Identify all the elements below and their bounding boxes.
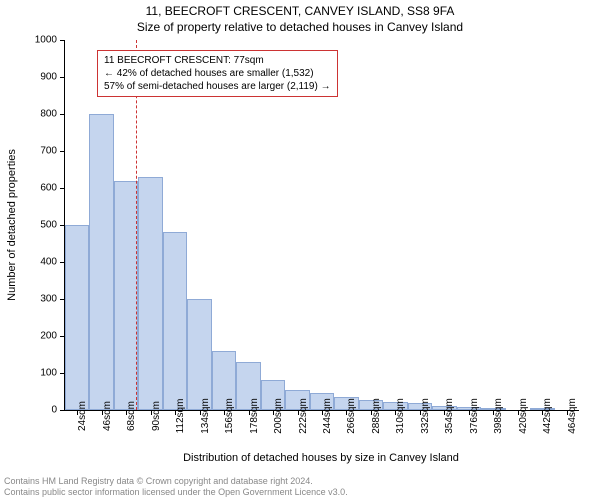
y-tick-label: 500 <box>40 220 57 231</box>
histogram-bar <box>65 225 89 410</box>
histogram-bar <box>114 181 138 410</box>
footer-line-1: Contains HM Land Registry data © Crown c… <box>4 476 348 487</box>
footer-line-2: Contains public sector information licen… <box>4 487 348 498</box>
y-tick-label: 300 <box>40 294 57 305</box>
y-tick <box>60 188 65 189</box>
y-tick-label: 700 <box>40 146 57 157</box>
x-tick-label: 310sqm <box>395 398 406 434</box>
x-tick-label: 266sqm <box>346 398 357 434</box>
histogram-plot: 0100200300400500600700800900100024sqm46s… <box>64 40 579 411</box>
page-title: 11, BEECROFT CRESCENT, CANVEY ISLAND, SS… <box>0 4 600 18</box>
y-tick-label: 100 <box>40 368 57 379</box>
page: 11, BEECROFT CRESCENT, CANVEY ISLAND, SS… <box>0 0 600 500</box>
footer: Contains HM Land Registry data © Crown c… <box>4 476 348 498</box>
x-tick-label: 376sqm <box>469 398 480 434</box>
x-tick-label: 244sqm <box>322 398 333 434</box>
x-tick-label: 90sqm <box>151 401 162 431</box>
histogram-bar <box>187 299 211 410</box>
y-tick <box>60 336 65 337</box>
y-tick <box>60 40 65 41</box>
histogram-bar <box>138 177 162 410</box>
x-tick-label: 442sqm <box>542 398 553 434</box>
y-tick <box>60 114 65 115</box>
page-subtitle: Size of property relative to detached ho… <box>0 20 600 34</box>
x-tick-label: 288sqm <box>371 398 382 434</box>
y-tick <box>60 262 65 263</box>
y-tick-label: 800 <box>40 109 57 120</box>
annotation-box: 11 BEECROFT CRESCENT: 77sqm ← 42% of det… <box>97 50 338 97</box>
x-tick-label: 46sqm <box>102 401 113 431</box>
y-tick <box>60 151 65 152</box>
x-tick-label: 156sqm <box>224 398 235 434</box>
y-tick-label: 200 <box>40 331 57 342</box>
y-tick <box>60 299 65 300</box>
x-tick-label: 178sqm <box>249 398 260 434</box>
annotation-line-2: ← 42% of detached houses are smaller (1,… <box>104 67 331 80</box>
y-tick <box>60 373 65 374</box>
x-tick-label: 200sqm <box>273 398 284 434</box>
x-tick-label: 464sqm <box>567 398 578 434</box>
x-tick-label: 134sqm <box>200 398 211 434</box>
x-tick-label: 332sqm <box>420 398 431 434</box>
x-tick-label: 24sqm <box>77 401 88 431</box>
annotation-line-1: 11 BEECROFT CRESCENT: 77sqm <box>104 54 331 67</box>
x-tick-label: 222sqm <box>298 398 309 434</box>
x-tick-label: 420sqm <box>518 398 529 434</box>
y-tick-label: 900 <box>40 72 57 83</box>
y-tick-label: 0 <box>51 405 57 416</box>
x-tick-label: 354sqm <box>444 398 455 434</box>
annotation-line-3: 57% of semi-detached houses are larger (… <box>104 80 331 93</box>
y-axis-label: Number of detached properties <box>6 149 18 301</box>
x-tick-label: 398sqm <box>493 398 504 434</box>
y-tick-label: 600 <box>40 183 57 194</box>
histogram-bar <box>163 232 187 410</box>
x-tick-label: 112sqm <box>175 399 186 434</box>
histogram-bar <box>89 114 113 410</box>
y-tick-label: 1000 <box>35 35 57 46</box>
y-tick <box>60 77 65 78</box>
y-tick <box>60 410 65 411</box>
y-tick <box>60 225 65 226</box>
y-tick-label: 400 <box>40 257 57 268</box>
x-axis-label: Distribution of detached houses by size … <box>64 452 578 464</box>
